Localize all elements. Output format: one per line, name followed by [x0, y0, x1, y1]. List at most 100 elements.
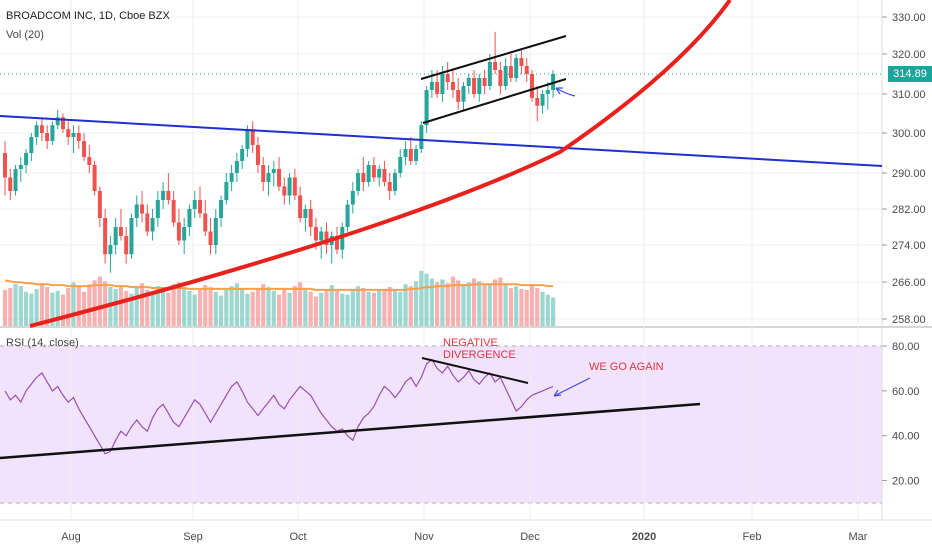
volume-bar: [71, 282, 76, 326]
candle-body: [92, 165, 97, 191]
candle-body: [303, 209, 308, 218]
price-tick-label: 266.00: [892, 277, 926, 289]
candle-body: [50, 125, 55, 141]
rsi-tick-label: 20.00: [892, 476, 920, 488]
candle-body: [498, 70, 503, 86]
volume-bar: [287, 292, 292, 326]
volume-bar: [545, 294, 550, 326]
candle-body: [487, 62, 492, 86]
time-tick-label: Dec: [520, 531, 540, 543]
symbol-title: BROADCOM INC, 1D, Cboe BZX: [6, 10, 170, 22]
candle-body: [313, 227, 318, 241]
time-tick-label: Aug: [61, 531, 81, 543]
candle-body: [87, 157, 92, 165]
volume-bar: [166, 292, 171, 326]
grid: [0, 0, 882, 520]
candle-body: [55, 117, 60, 126]
candle-body: [419, 125, 424, 149]
rsi-label: RSI (14, close): [6, 337, 79, 349]
candle-body: [545, 90, 550, 94]
candle-body: [45, 133, 50, 141]
volume-bar: [466, 282, 471, 326]
volume-bars: [2, 270, 556, 326]
candle-body: [445, 74, 450, 82]
volume-bar: [456, 280, 461, 326]
volume-bar: [282, 289, 287, 326]
volume-bar: [419, 270, 424, 326]
candle-body: [429, 82, 434, 90]
volume-bar: [250, 291, 255, 326]
volume-bar: [529, 284, 535, 326]
price-tick-label: 258.00: [892, 314, 926, 326]
annotation-divergence: DIVERGENCE: [443, 349, 516, 361]
candle-body: [113, 227, 118, 245]
volume-bar: [150, 291, 155, 326]
candle-body: [176, 222, 181, 241]
candle-body: [255, 145, 260, 165]
volume-bar: [60, 294, 66, 326]
volume-bar: [324, 288, 329, 326]
candle-body: [472, 78, 477, 94]
volume-bar: [524, 289, 529, 326]
candle-body: [287, 177, 292, 196]
candle-body: [66, 129, 71, 137]
volume-bar: [519, 288, 524, 326]
candle-body: [414, 149, 419, 161]
volume-bar: [240, 288, 245, 326]
volume-bar: [540, 291, 545, 326]
volume-bar: [340, 293, 345, 326]
candle-body: [103, 218, 108, 255]
volume-bar: [255, 288, 261, 326]
volume-bar: [8, 288, 13, 326]
candle-body: [477, 78, 482, 94]
candle-body: [203, 213, 208, 232]
volume-bar: [39, 283, 44, 326]
volume-bar: [245, 293, 250, 326]
price-arrow: [555, 87, 576, 97]
volume-bar: [2, 289, 8, 326]
candle-body: [118, 227, 123, 236]
candle-body: [319, 231, 324, 241]
volume-bar: [192, 294, 197, 326]
candle-body: [508, 66, 513, 78]
parabolic-curve: [29, 0, 732, 328]
volume-bar: [514, 286, 519, 326]
volume-bar: [334, 290, 340, 326]
volume-bar: [440, 279, 445, 326]
time-axis: Aug Sep Oct Nov Dec 2020 Feb Mar: [61, 531, 868, 543]
volume-bar: [445, 283, 450, 326]
volume-bar: [471, 278, 477, 326]
volume-bar: [387, 287, 392, 326]
candle-body: [192, 200, 197, 209]
time-tick-label: 2020: [632, 531, 656, 543]
candle-body: [18, 165, 23, 169]
time-tick-label: Oct: [289, 531, 306, 543]
candle-body: [140, 204, 145, 214]
candle-body: [408, 149, 413, 161]
rsi-divergence-line: [421, 357, 529, 384]
rsi-tick-label: 60.00: [892, 386, 920, 398]
volume-bar: [224, 289, 229, 326]
candle-body: [97, 191, 102, 218]
volume-bar: [345, 294, 350, 326]
candle-body: [229, 173, 234, 182]
volume-bar: [377, 290, 382, 326]
candle-body: [71, 133, 76, 137]
volume-bar: [503, 284, 508, 326]
volume-bar: [134, 288, 139, 326]
price-tick-label: 290.00: [892, 168, 926, 180]
volume-bar: [535, 288, 540, 326]
volume-bar: [113, 288, 118, 326]
candle-body: [392, 173, 397, 191]
candle-body: [403, 149, 408, 157]
volume-bar: [81, 291, 87, 326]
volume-bar: [361, 288, 366, 326]
volume-bar: [55, 290, 60, 326]
candle-body: [60, 117, 65, 130]
volume-bar: [208, 287, 213, 326]
volume-bar: [477, 281, 482, 326]
candle-body: [503, 66, 508, 86]
candle-body: [324, 231, 329, 245]
price-tick-label: 300.00: [892, 128, 926, 140]
rsi-line: [4, 358, 554, 455]
